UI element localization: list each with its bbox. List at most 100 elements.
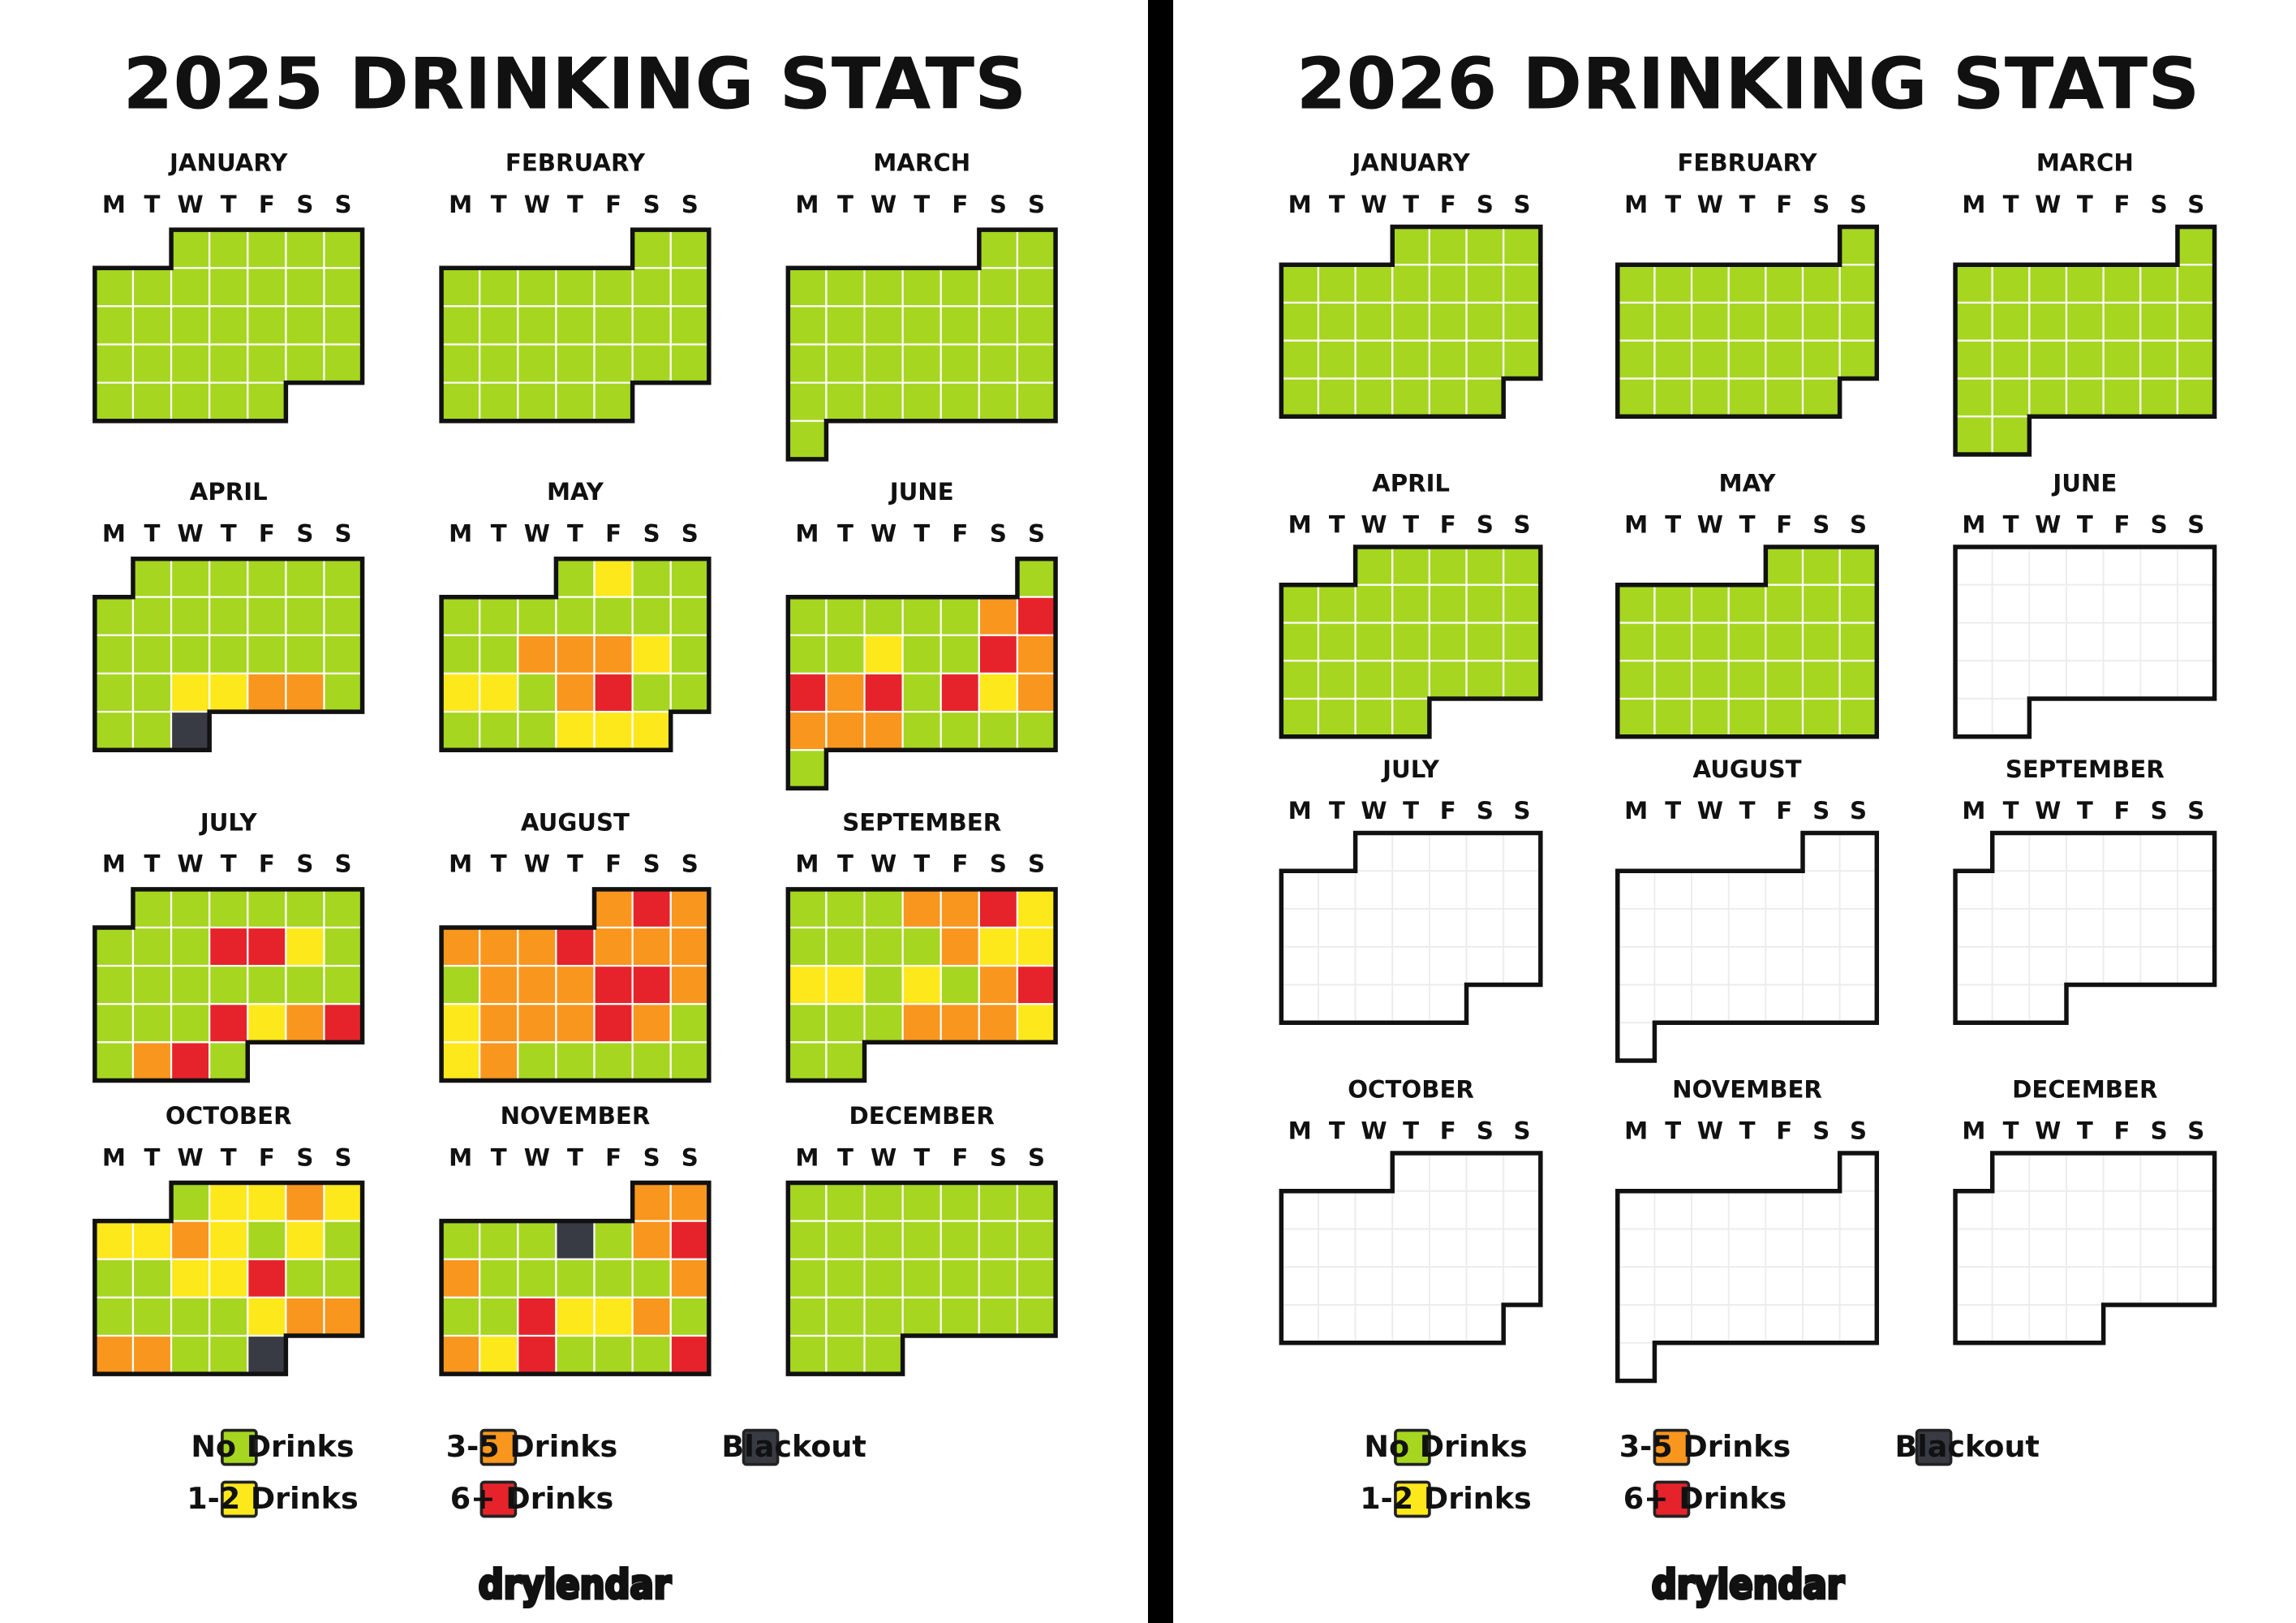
day-cell-empty (1727, 1266, 1767, 1306)
day-cell (1690, 660, 1730, 700)
day-cell (939, 965, 980, 1005)
day-cell (1765, 660, 1804, 700)
day-cell (1391, 697, 1430, 738)
day-cell-empty (1727, 984, 1767, 1024)
day-cell-empty (2102, 908, 2142, 948)
day-cell-empty (1691, 908, 1730, 948)
weekday-label: S (990, 1143, 1007, 1171)
legend-label: Blackout (1894, 1429, 2039, 1464)
legend-label: 1-2 Drinks (1360, 1481, 1532, 1516)
day-cell (939, 1003, 980, 1044)
day-cell (939, 672, 980, 713)
weekday-label: T (837, 191, 853, 218)
day-cell (131, 1041, 173, 1082)
brand-logo: drylendar (479, 1561, 672, 1608)
weekday-label: T (567, 519, 583, 547)
day-cell (209, 596, 249, 636)
day-cell (555, 1296, 595, 1337)
day-cell (863, 1334, 904, 1375)
day-cell (939, 888, 980, 929)
day-cell (440, 1003, 481, 1044)
day-cell-empty (1503, 832, 1541, 872)
day-cell (285, 926, 325, 967)
day-cell-empty (1727, 1228, 1767, 1268)
day-cell (825, 1003, 866, 1044)
day-cell (1765, 339, 1804, 380)
day-cell (209, 267, 249, 308)
day-cell (170, 1182, 211, 1222)
day-cell-empty (1428, 1304, 1468, 1344)
day-cell (555, 343, 595, 384)
day-cell-empty (1280, 945, 1319, 986)
weekday-label: T (567, 850, 583, 878)
month-outline (1615, 545, 1880, 739)
divider (1148, 0, 1174, 1623)
weekday-label: W (871, 1143, 896, 1171)
day-cell (1991, 264, 2031, 304)
day-cell (787, 596, 828, 636)
weekday-label: F (1440, 510, 1456, 538)
day-cell (285, 965, 325, 1005)
day-cell (93, 1334, 135, 1375)
month-outline (1279, 1151, 1543, 1345)
day-cell (978, 381, 1019, 422)
day-cell (1428, 264, 1468, 304)
day-cell (1428, 377, 1468, 418)
day-cell-empty (1802, 908, 1841, 948)
day-cell (1616, 264, 1656, 304)
day-cell (2176, 264, 2216, 304)
day-cell (93, 343, 135, 384)
day-cell-empty (2177, 908, 2216, 948)
day-cell-empty (2066, 870, 2105, 910)
weekday-label: W (524, 850, 550, 878)
day-cell (555, 305, 595, 346)
day-cell-empty (1954, 1266, 1993, 1306)
day-cell (1280, 301, 1320, 342)
month-outline (92, 887, 365, 1083)
day-cell (631, 229, 672, 269)
weekday-label: T (2077, 510, 2093, 538)
day-cell-empty (1727, 1190, 1767, 1230)
day-cell-empty (1802, 1304, 1841, 1344)
day-cell (593, 1296, 634, 1337)
day-cell-empty (1765, 870, 1804, 910)
day-cell (863, 267, 904, 308)
day-cell (1727, 377, 1767, 418)
day-cell (1991, 377, 2031, 418)
day-cell (787, 1003, 828, 1044)
day-cell (285, 343, 325, 384)
month-name: MARCH (873, 149, 970, 177)
day-cell (978, 343, 1019, 384)
weekday-label: W (178, 191, 204, 218)
day-cell (555, 634, 595, 675)
day-cell (787, 749, 828, 790)
day-cell (247, 596, 287, 636)
day-cell (901, 596, 942, 636)
weekday-label: F (605, 519, 621, 547)
day-cell (1503, 583, 1541, 624)
day-cell (939, 1220, 980, 1260)
day-cell (1428, 226, 1468, 266)
day-cell (517, 710, 557, 751)
day-cell-empty (1653, 945, 1692, 986)
weekday-label: T (1403, 191, 1419, 218)
day-cell (863, 1258, 904, 1298)
day-cell (1838, 226, 1878, 266)
day-cell (209, 305, 249, 346)
day-cell (825, 381, 866, 422)
day-cell (669, 267, 710, 308)
day-cell (787, 965, 828, 1005)
weekday-label: T (144, 519, 161, 547)
weekday-label: F (1776, 1117, 1792, 1144)
day-cell-empty (1465, 870, 1505, 910)
day-cell (131, 634, 173, 675)
day-cell (517, 596, 557, 636)
day-cell-empty (1653, 1190, 1692, 1230)
month-outline (1615, 224, 1880, 419)
day-cell (1391, 264, 1430, 304)
weekday-label: M (795, 850, 819, 878)
day-cell (2102, 301, 2142, 342)
day-cell-empty (1653, 984, 1692, 1024)
day-cell (939, 267, 980, 308)
day-cell (170, 926, 211, 967)
